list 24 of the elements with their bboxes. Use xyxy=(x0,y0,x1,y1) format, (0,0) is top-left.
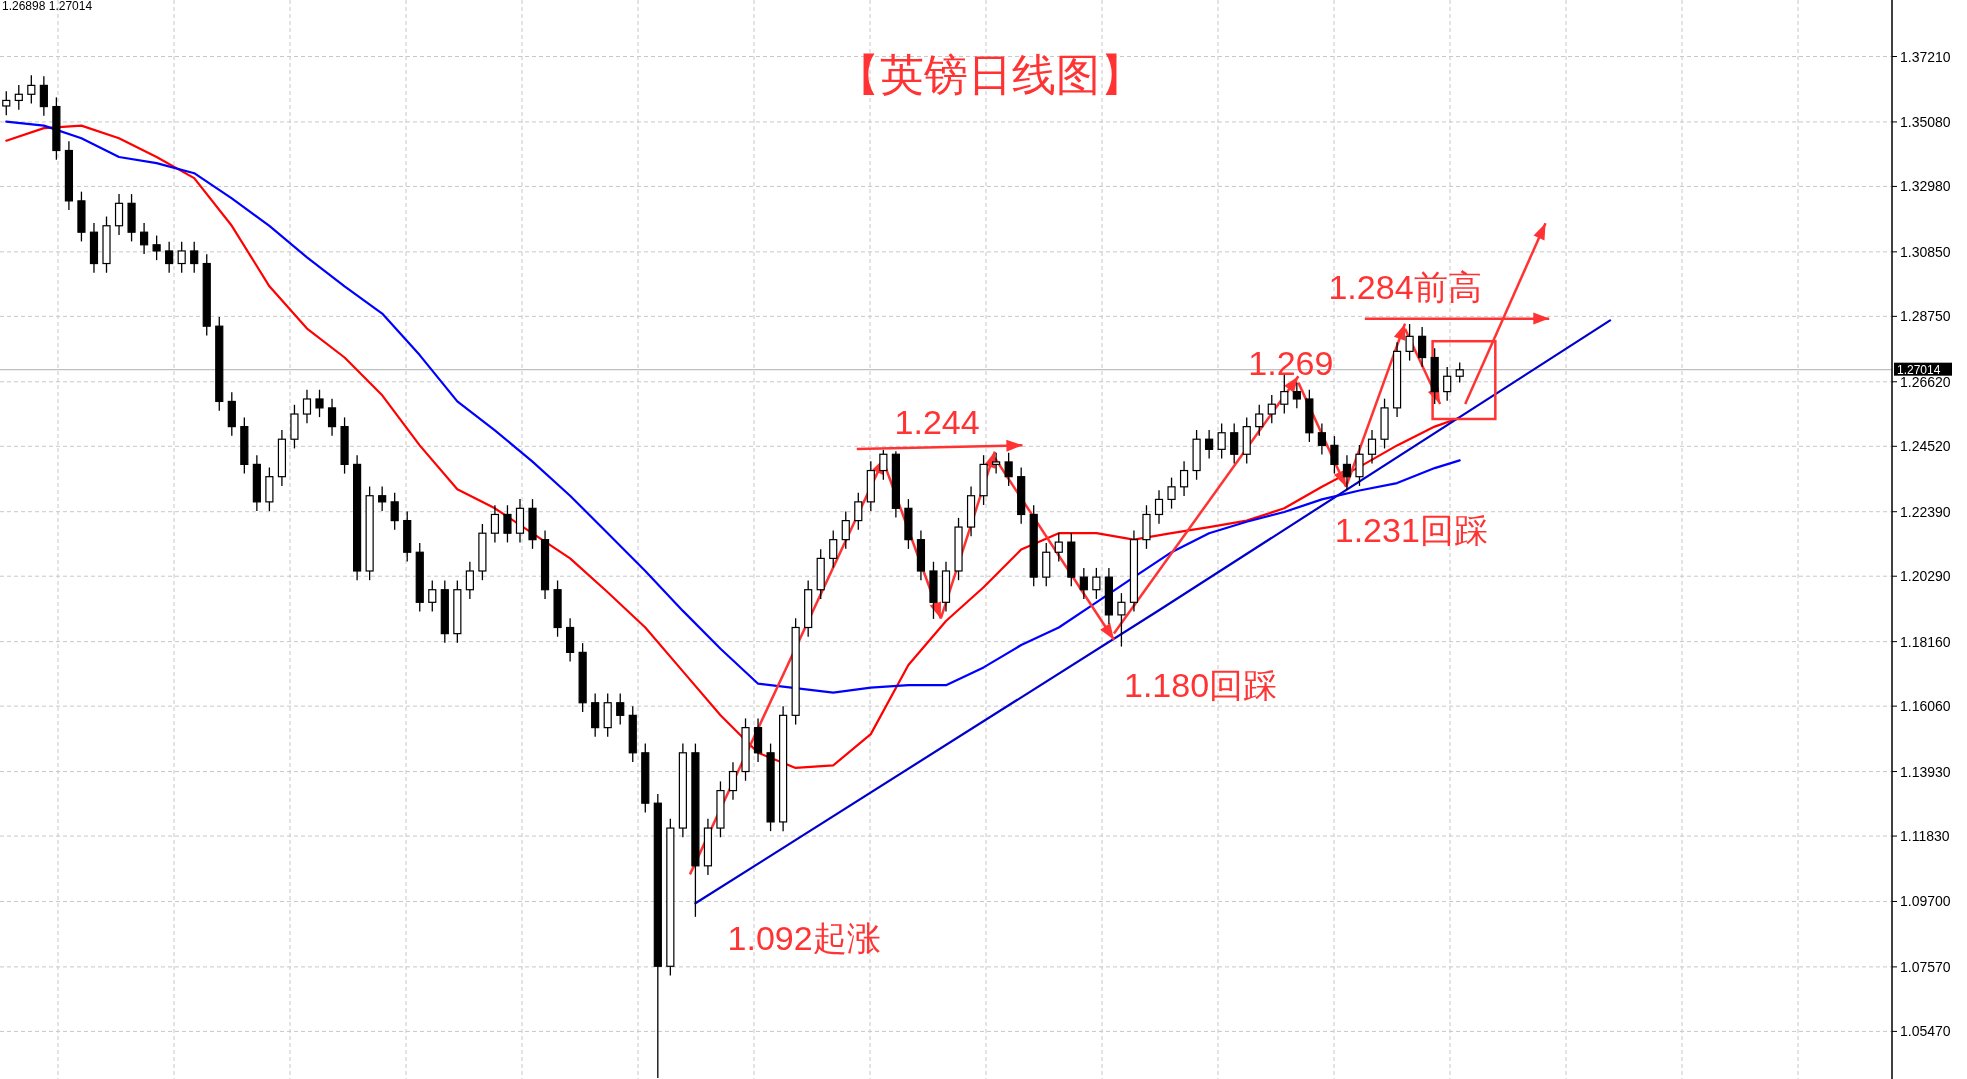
annotation: 1.092起涨 xyxy=(727,918,881,957)
y-tick-label: 1.07570 xyxy=(1900,958,1951,975)
y-tick-label: 1.16060 xyxy=(1900,698,1951,715)
y-tick-label: 1.05470 xyxy=(1900,1023,1951,1040)
y-tick-label: 1.32980 xyxy=(1900,178,1951,195)
y-tick-label: 1.09700 xyxy=(1900,893,1951,910)
y-tick-label: 1.28750 xyxy=(1900,308,1951,325)
annotation: 1.244 xyxy=(894,403,980,442)
y-tick-label: 1.22390 xyxy=(1900,503,1951,520)
annotation: 1.231回踩 xyxy=(1334,510,1488,549)
title: 【英镑日线图】 xyxy=(836,50,1144,99)
y-tick-label: 1.20290 xyxy=(1900,568,1951,585)
annotation: 1.180回踩 xyxy=(1124,666,1278,705)
annotation: 1.284前高 xyxy=(1328,267,1482,306)
ref-label: 1.27014 xyxy=(1894,362,1952,377)
y-tick-label: 1.11830 xyxy=(1900,828,1950,845)
y-tick-label: 1.37210 xyxy=(1900,48,1951,65)
annotation: 1.26898 1.27014 xyxy=(2,0,93,13)
y-tick-label: 1.24520 xyxy=(1900,438,1951,455)
y-tick-label: 1.35080 xyxy=(1900,113,1951,130)
annotation: 1.269 xyxy=(1248,344,1334,383)
y-tick-label: 1.30850 xyxy=(1900,243,1951,260)
y-tick-label: 1.13930 xyxy=(1900,763,1951,780)
y-tick-label: 1.18160 xyxy=(1900,633,1951,650)
